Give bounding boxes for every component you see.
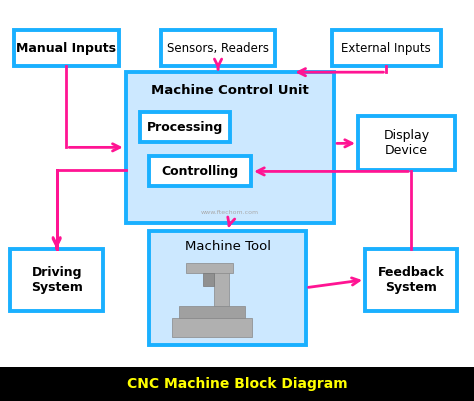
Text: Machine Control Unit: Machine Control Unit — [151, 84, 309, 97]
FancyBboxPatch shape — [140, 112, 230, 142]
FancyBboxPatch shape — [149, 156, 251, 186]
FancyBboxPatch shape — [14, 30, 118, 66]
Bar — [214, 270, 229, 306]
FancyBboxPatch shape — [332, 30, 441, 66]
Bar — [0, 367, 474, 401]
FancyBboxPatch shape — [10, 249, 103, 311]
Text: Driving
System: Driving System — [31, 266, 82, 294]
Bar — [186, 263, 233, 273]
Text: Machine Tool: Machine Tool — [184, 240, 271, 253]
Bar — [203, 273, 214, 286]
FancyBboxPatch shape — [358, 116, 455, 170]
Text: Processing: Processing — [147, 121, 223, 134]
FancyBboxPatch shape — [161, 30, 275, 66]
Text: Display
Device: Display Device — [383, 130, 429, 157]
Bar — [179, 306, 245, 318]
Text: CNC Machine Block Diagram: CNC Machine Block Diagram — [127, 377, 347, 391]
FancyBboxPatch shape — [126, 72, 334, 223]
Text: External Inputs: External Inputs — [341, 42, 431, 55]
FancyBboxPatch shape — [365, 249, 457, 311]
Text: Manual Inputs: Manual Inputs — [17, 42, 116, 55]
Text: Controlling: Controlling — [162, 165, 239, 178]
Text: www.ftechom.com: www.ftechom.com — [201, 210, 259, 215]
Bar — [172, 318, 252, 337]
Text: Sensors, Readers: Sensors, Readers — [167, 42, 269, 55]
Text: Feedback
System: Feedback System — [378, 266, 445, 294]
FancyBboxPatch shape — [149, 231, 306, 345]
